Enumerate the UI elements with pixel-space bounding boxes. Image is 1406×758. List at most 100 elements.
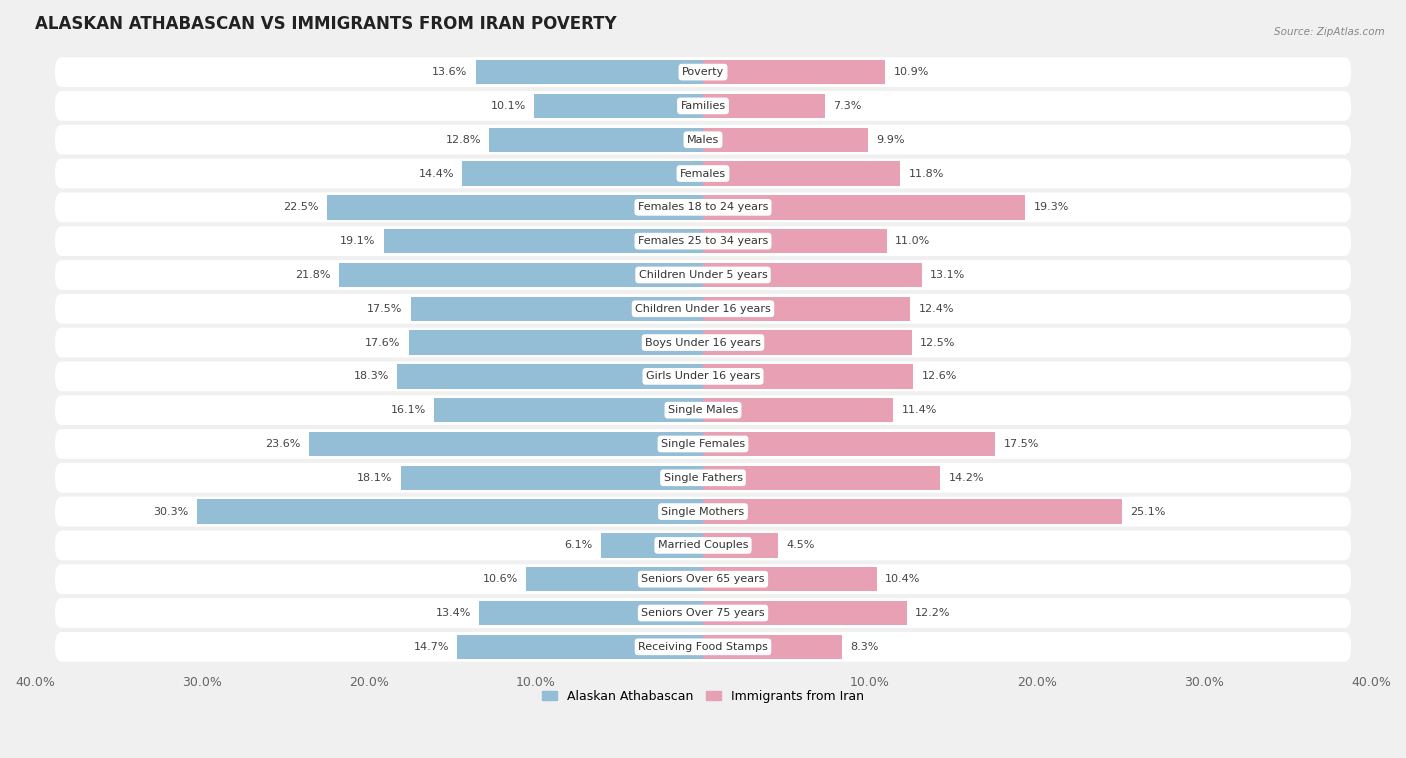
Text: 13.1%: 13.1% — [931, 270, 966, 280]
Bar — [703, 398, 893, 422]
Text: Poverty: Poverty — [682, 67, 724, 77]
Text: 17.6%: 17.6% — [366, 337, 401, 348]
Bar — [703, 500, 1122, 524]
Text: Females 25 to 34 years: Females 25 to 34 years — [638, 236, 768, 246]
Text: Children Under 5 years: Children Under 5 years — [638, 270, 768, 280]
Bar — [703, 263, 922, 287]
FancyBboxPatch shape — [55, 193, 1351, 222]
Bar — [703, 127, 869, 152]
Text: 11.8%: 11.8% — [908, 168, 943, 179]
FancyBboxPatch shape — [55, 632, 1351, 662]
Text: 12.2%: 12.2% — [915, 608, 950, 618]
Text: 18.3%: 18.3% — [354, 371, 389, 381]
Text: Single Fathers: Single Fathers — [664, 473, 742, 483]
Text: 10.6%: 10.6% — [482, 575, 517, 584]
Text: 13.4%: 13.4% — [436, 608, 471, 618]
Text: 10.1%: 10.1% — [491, 101, 526, 111]
Bar — [457, 634, 703, 659]
Bar — [703, 601, 907, 625]
Text: 12.6%: 12.6% — [922, 371, 957, 381]
Bar — [398, 364, 703, 389]
FancyBboxPatch shape — [55, 260, 1351, 290]
Bar — [411, 296, 703, 321]
Text: 19.3%: 19.3% — [1033, 202, 1069, 212]
Text: 21.8%: 21.8% — [295, 270, 330, 280]
Bar — [328, 195, 703, 220]
Text: 14.4%: 14.4% — [419, 168, 454, 179]
Bar — [703, 94, 825, 118]
FancyBboxPatch shape — [55, 396, 1351, 425]
Bar — [703, 296, 910, 321]
Bar — [197, 500, 703, 524]
FancyBboxPatch shape — [55, 91, 1351, 121]
Text: 11.4%: 11.4% — [901, 406, 938, 415]
Text: 30.3%: 30.3% — [153, 506, 188, 517]
Bar — [703, 364, 914, 389]
Text: 18.1%: 18.1% — [357, 473, 392, 483]
Bar — [703, 229, 887, 253]
Text: 13.6%: 13.6% — [432, 67, 468, 77]
Bar — [384, 229, 703, 253]
Bar — [703, 533, 778, 558]
Bar — [703, 634, 842, 659]
Text: 6.1%: 6.1% — [565, 540, 593, 550]
Bar — [703, 60, 884, 84]
Bar — [703, 330, 911, 355]
Text: 12.4%: 12.4% — [918, 304, 953, 314]
FancyBboxPatch shape — [55, 429, 1351, 459]
Text: Single Mothers: Single Mothers — [661, 506, 745, 517]
FancyBboxPatch shape — [55, 531, 1351, 560]
Text: Seniors Over 75 years: Seniors Over 75 years — [641, 608, 765, 618]
Bar — [339, 263, 703, 287]
Bar — [602, 533, 703, 558]
FancyBboxPatch shape — [55, 227, 1351, 256]
Text: 22.5%: 22.5% — [284, 202, 319, 212]
FancyBboxPatch shape — [55, 362, 1351, 391]
Text: Receiving Food Stamps: Receiving Food Stamps — [638, 642, 768, 652]
Text: Source: ZipAtlas.com: Source: ZipAtlas.com — [1274, 27, 1385, 36]
Bar — [463, 161, 703, 186]
Bar — [479, 601, 703, 625]
FancyBboxPatch shape — [55, 463, 1351, 493]
FancyBboxPatch shape — [55, 58, 1351, 87]
Bar — [534, 94, 703, 118]
Text: Single Females: Single Females — [661, 439, 745, 449]
Bar — [703, 195, 1025, 220]
Text: Children Under 16 years: Children Under 16 years — [636, 304, 770, 314]
Text: Seniors Over 65 years: Seniors Over 65 years — [641, 575, 765, 584]
Bar — [703, 161, 900, 186]
Bar — [475, 60, 703, 84]
Text: 17.5%: 17.5% — [1004, 439, 1039, 449]
Bar — [526, 567, 703, 591]
Text: Married Couples: Married Couples — [658, 540, 748, 550]
Bar — [703, 432, 995, 456]
Text: 14.2%: 14.2% — [949, 473, 984, 483]
Text: Girls Under 16 years: Girls Under 16 years — [645, 371, 761, 381]
FancyBboxPatch shape — [55, 565, 1351, 594]
Text: 17.5%: 17.5% — [367, 304, 402, 314]
Text: 23.6%: 23.6% — [266, 439, 301, 449]
Bar — [409, 330, 703, 355]
Bar — [434, 398, 703, 422]
Legend: Alaskan Athabascan, Immigrants from Iran: Alaskan Athabascan, Immigrants from Iran — [537, 684, 869, 708]
Text: 25.1%: 25.1% — [1130, 506, 1166, 517]
FancyBboxPatch shape — [55, 327, 1351, 358]
Text: 10.4%: 10.4% — [884, 575, 921, 584]
Text: 16.1%: 16.1% — [391, 406, 426, 415]
Bar — [309, 432, 703, 456]
Bar — [703, 465, 941, 490]
Text: 10.9%: 10.9% — [893, 67, 929, 77]
Text: 12.5%: 12.5% — [920, 337, 956, 348]
Text: Males: Males — [688, 135, 718, 145]
Text: Single Males: Single Males — [668, 406, 738, 415]
FancyBboxPatch shape — [55, 125, 1351, 155]
FancyBboxPatch shape — [55, 598, 1351, 628]
Text: 12.8%: 12.8% — [446, 135, 481, 145]
Text: Females 18 to 24 years: Females 18 to 24 years — [638, 202, 768, 212]
FancyBboxPatch shape — [55, 496, 1351, 527]
Text: ALASKAN ATHABASCAN VS IMMIGRANTS FROM IRAN POVERTY: ALASKAN ATHABASCAN VS IMMIGRANTS FROM IR… — [35, 15, 617, 33]
Text: 19.1%: 19.1% — [340, 236, 375, 246]
FancyBboxPatch shape — [55, 158, 1351, 189]
Text: Females: Females — [681, 168, 725, 179]
Bar — [703, 567, 877, 591]
